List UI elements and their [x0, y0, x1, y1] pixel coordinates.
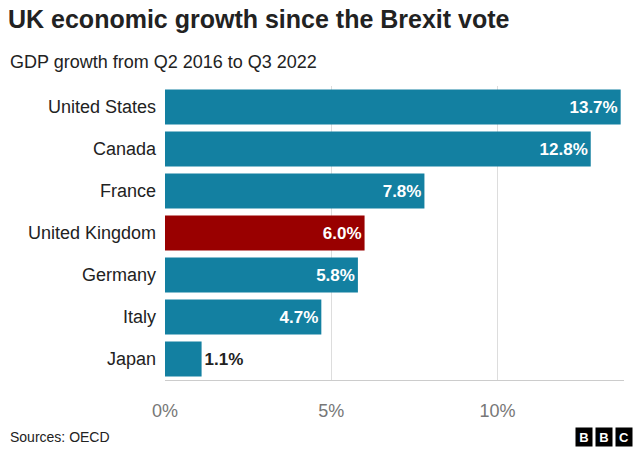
- svg-text:13.7%: 13.7%: [569, 98, 617, 117]
- svg-text:UK economic growth since the B: UK economic growth since the Brexit vote: [8, 5, 510, 33]
- svg-text:Germany: Germany: [82, 265, 156, 285]
- svg-text:United Kingdom: United Kingdom: [28, 223, 156, 243]
- svg-text:France: France: [100, 181, 156, 201]
- svg-text:GDP growth from Q2 2016 to Q3: GDP growth from Q2 2016 to Q3 2022: [10, 52, 317, 72]
- svg-text:United States: United States: [48, 97, 156, 117]
- svg-text:B: B: [599, 430, 608, 445]
- svg-text:5.8%: 5.8%: [316, 266, 355, 285]
- svg-text:10%: 10%: [480, 401, 516, 421]
- svg-text:5%: 5%: [318, 401, 344, 421]
- svg-text:1.1%: 1.1%: [205, 350, 244, 369]
- svg-text:4.7%: 4.7%: [280, 308, 319, 327]
- svg-text:6.0%: 6.0%: [323, 224, 362, 243]
- svg-text:Canada: Canada: [93, 139, 157, 159]
- svg-text:0%: 0%: [152, 401, 178, 421]
- svg-text:Italy: Italy: [123, 307, 156, 327]
- svg-text:Sources: OECD: Sources: OECD: [10, 429, 110, 445]
- svg-text:12.8%: 12.8%: [540, 140, 588, 159]
- svg-text:7.8%: 7.8%: [383, 182, 422, 201]
- svg-text:Japan: Japan: [107, 349, 156, 369]
- svg-text:C: C: [619, 430, 629, 445]
- svg-text:B: B: [579, 430, 588, 445]
